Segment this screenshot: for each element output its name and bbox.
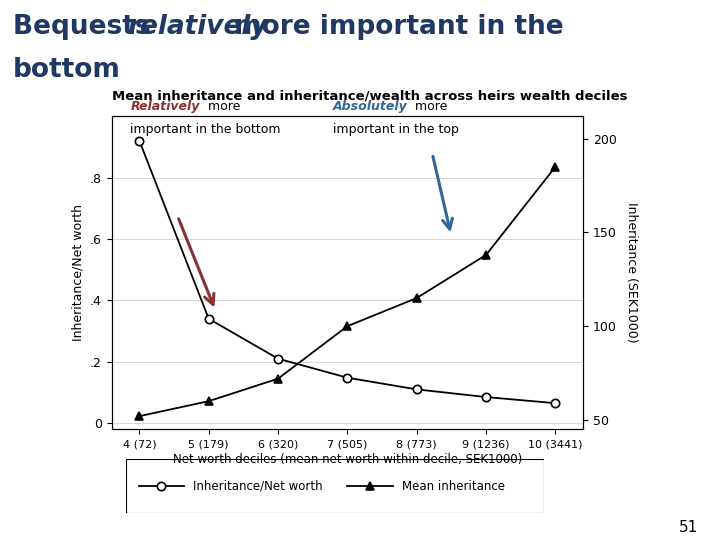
Text: important in the bottom: important in the bottom <box>130 124 281 137</box>
Text: Inheritance/Net worth: Inheritance/Net worth <box>193 480 323 492</box>
Text: Relatively: Relatively <box>130 100 200 113</box>
Text: Bequests: Bequests <box>13 14 160 39</box>
Text: more important in the: more important in the <box>225 14 564 39</box>
Text: Mean inheritance and inheritance/wealth across heirs wealth deciles: Mean inheritance and inheritance/wealth … <box>112 89 627 102</box>
Text: more: more <box>411 100 447 113</box>
X-axis label: Net worth deciles (mean net worth within decile, SEK1000): Net worth deciles (mean net worth within… <box>173 453 522 466</box>
Text: important in the top: important in the top <box>333 124 459 137</box>
Text: more: more <box>204 100 240 113</box>
Text: bottom: bottom <box>13 57 121 83</box>
Text: 51: 51 <box>679 519 698 535</box>
Y-axis label: Inheritance (SEK1000): Inheritance (SEK1000) <box>625 202 638 343</box>
Text: Absolutely: Absolutely <box>333 100 408 113</box>
Y-axis label: Inheritance/Net worth: Inheritance/Net worth <box>71 204 84 341</box>
Text: Mean inheritance: Mean inheritance <box>402 480 505 492</box>
Text: relatively: relatively <box>127 14 267 39</box>
